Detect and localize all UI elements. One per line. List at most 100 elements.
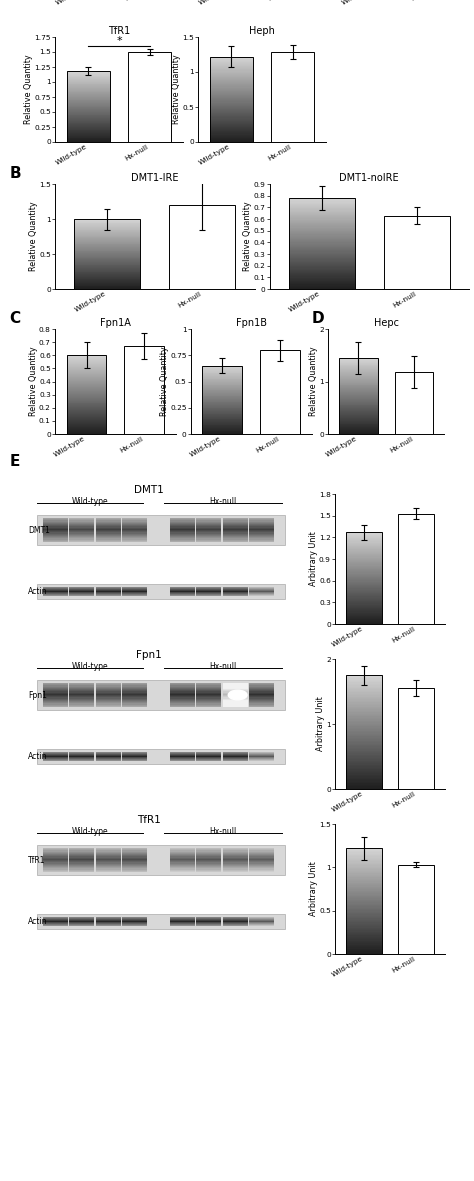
Bar [346, 912, 382, 913]
Bar [346, 864, 382, 866]
Bar [249, 697, 274, 698]
Bar [249, 869, 274, 870]
Bar [249, 855, 274, 856]
Bar [37, 680, 284, 710]
Bar [223, 683, 248, 684]
Bar [43, 861, 68, 862]
Bar [346, 774, 382, 775]
Bar [69, 849, 94, 850]
Bar [69, 868, 94, 869]
Bar [346, 849, 382, 850]
Bar [122, 683, 147, 684]
Bar [346, 924, 382, 925]
Bar [346, 920, 382, 921]
Bar [96, 687, 121, 689]
Bar [43, 523, 68, 524]
Bar [122, 692, 147, 693]
Bar [346, 761, 382, 762]
Bar [170, 526, 195, 527]
Bar [69, 852, 94, 853]
Bar [196, 854, 221, 855]
Bar [249, 859, 274, 860]
Bar [69, 699, 94, 700]
Bar [122, 533, 147, 534]
Text: Hx-null: Hx-null [209, 663, 236, 671]
Bar [170, 537, 195, 539]
Bar [170, 706, 195, 707]
Bar [346, 899, 382, 900]
Bar [196, 531, 221, 533]
Bar [96, 702, 121, 703]
Bar [346, 863, 382, 864]
Bar [223, 521, 248, 522]
Bar [122, 702, 147, 703]
Bar [69, 541, 94, 542]
Bar [346, 712, 382, 713]
Bar [346, 866, 382, 867]
Bar [37, 914, 284, 929]
Bar [43, 693, 68, 694]
Bar [69, 869, 94, 870]
Bar [122, 685, 147, 686]
Bar [196, 861, 221, 862]
Bar [69, 531, 94, 533]
Bar [96, 854, 121, 855]
Bar [346, 933, 382, 934]
Bar [346, 927, 382, 929]
Bar [196, 527, 221, 528]
Text: Wild-type: Wild-type [72, 497, 108, 505]
Bar [122, 531, 147, 533]
Bar [346, 744, 382, 745]
Bar [249, 536, 274, 537]
Bar [346, 776, 382, 777]
Bar [196, 539, 221, 540]
Bar [346, 742, 382, 744]
Bar [122, 520, 147, 521]
Bar [346, 759, 382, 761]
Bar [170, 521, 195, 522]
Bar [289, 198, 355, 289]
Y-axis label: Relative Quantity: Relative Quantity [24, 54, 33, 124]
Bar [249, 683, 274, 684]
Bar [196, 698, 221, 699]
Bar [170, 530, 195, 531]
Bar [223, 866, 248, 867]
Bar [346, 874, 382, 875]
Y-axis label: Arbitrary Unit: Arbitrary Unit [309, 531, 318, 587]
Text: Hx-null: Hx-null [209, 497, 236, 505]
Bar [196, 690, 221, 691]
Bar [170, 862, 195, 863]
Bar [346, 770, 382, 772]
Bar [170, 691, 195, 692]
Bar [346, 706, 382, 707]
Bar [196, 686, 221, 687]
Bar [339, 358, 378, 433]
Bar [170, 863, 195, 864]
Bar [43, 698, 68, 699]
Bar [346, 952, 382, 953]
Bar [170, 697, 195, 698]
Bar [43, 706, 68, 707]
Bar [43, 690, 68, 691]
Bar [122, 700, 147, 702]
Bar [196, 692, 221, 693]
Bar [69, 521, 94, 522]
Bar [170, 685, 195, 686]
Bar [43, 867, 68, 868]
Bar [346, 689, 382, 690]
Bar [223, 685, 248, 686]
Bar [69, 686, 94, 687]
Bar [346, 752, 382, 753]
Bar [223, 703, 248, 704]
Bar [69, 698, 94, 699]
Bar [122, 860, 147, 861]
Bar [346, 731, 382, 732]
Bar [43, 705, 68, 706]
Bar [223, 848, 248, 849]
Bar [122, 690, 147, 691]
Bar [346, 945, 382, 946]
Bar [170, 523, 195, 524]
Bar [170, 868, 195, 869]
Bar [170, 693, 195, 694]
Bar [170, 528, 195, 529]
